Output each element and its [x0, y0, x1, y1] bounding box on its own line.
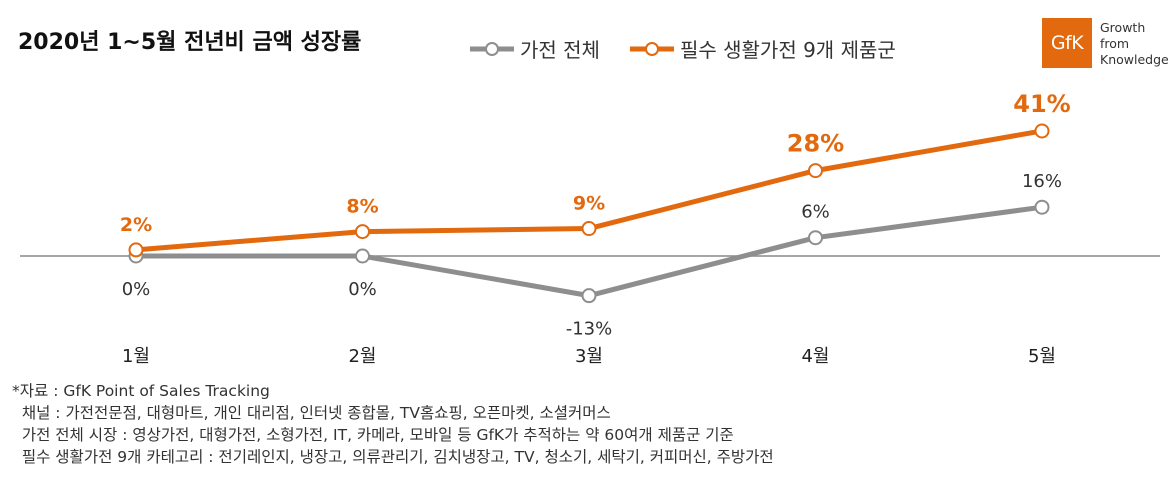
x-tick-label: 3월: [575, 346, 603, 367]
data-label-essential: 28%: [787, 130, 844, 158]
data-point-total: [808, 230, 823, 246]
chart-title: 2020년 1~5월 전년비 금액 성장률: [18, 30, 362, 55]
data-point-total: [581, 288, 597, 304]
chart-legend: 가전 전체 필수 생활가전 9개 제품군: [468, 34, 896, 63]
tagline-line: Knowledge: [1100, 52, 1169, 67]
data-point-essential: [1034, 123, 1050, 139]
data-point-total: [1034, 199, 1050, 215]
data-label-total: 0%: [122, 279, 151, 300]
data-label-essential: 9%: [573, 193, 605, 215]
gfk-logo: GfK: [1042, 18, 1092, 68]
data-label-total: -13%: [566, 319, 613, 340]
data-label-total: 6%: [801, 202, 830, 223]
x-tick-label: 1월: [122, 346, 150, 367]
gfk-tagline: Growth from Knowledge: [1100, 20, 1169, 68]
legend-swatch-total: [470, 41, 514, 56]
tagline-line: Growth: [1100, 20, 1146, 35]
tagline-line: from: [1100, 36, 1130, 51]
data-label-essential: 2%: [120, 214, 152, 236]
legend-item-total: 가전 전체: [468, 34, 600, 63]
data-point-total: [355, 248, 370, 264]
data-point-essential: [808, 163, 823, 179]
data-label-essential: 8%: [346, 196, 378, 218]
x-tick-label: 2월: [348, 346, 376, 367]
data-point-essential: [581, 221, 597, 237]
legend-label-total: 가전 전체: [520, 38, 600, 62]
x-tick-label: 5월: [1028, 346, 1056, 367]
series-line-total: [136, 204, 1043, 299]
note-line: 필수 생활가전 9개 카테고리 : 전기레인지, 냉장고, 의류관리기, 김치냉…: [12, 448, 774, 466]
note-line: 가전 전체 시장 : 영상가전, 대형가전, 소형가전, IT, 카메라, 모바…: [12, 426, 734, 444]
note-line: 채널 : 가전전문점, 대형마트, 개인 대리점, 인터넷 종합몰, TV홈쇼핑…: [12, 404, 611, 422]
note-line: *자료 : GfK Point of Sales Tracking: [12, 382, 270, 400]
legend-swatch-essential: [629, 41, 674, 56]
data-label-total: 0%: [348, 279, 377, 300]
line-chart: 0% 0% -13% 6% 16% 2% 8% 9% 28% 41% 1월 2월 3월 4월 5월: [20, 90, 1160, 367]
data-label-total: 16%: [1022, 171, 1062, 192]
legend-label-essential: 필수 생활가전 9개 제품군: [679, 38, 896, 62]
data-point-essential: [355, 224, 370, 240]
source-notes: *자료 : GfK Point of Sales Tracking 채널 : 가…: [12, 380, 774, 468]
legend-item-essential: 필수 생활가전 9개 제품군: [628, 34, 896, 63]
x-tick-label: 4월: [801, 346, 829, 367]
data-point-essential: [128, 242, 144, 258]
data-label-essential: 41%: [1013, 90, 1070, 118]
